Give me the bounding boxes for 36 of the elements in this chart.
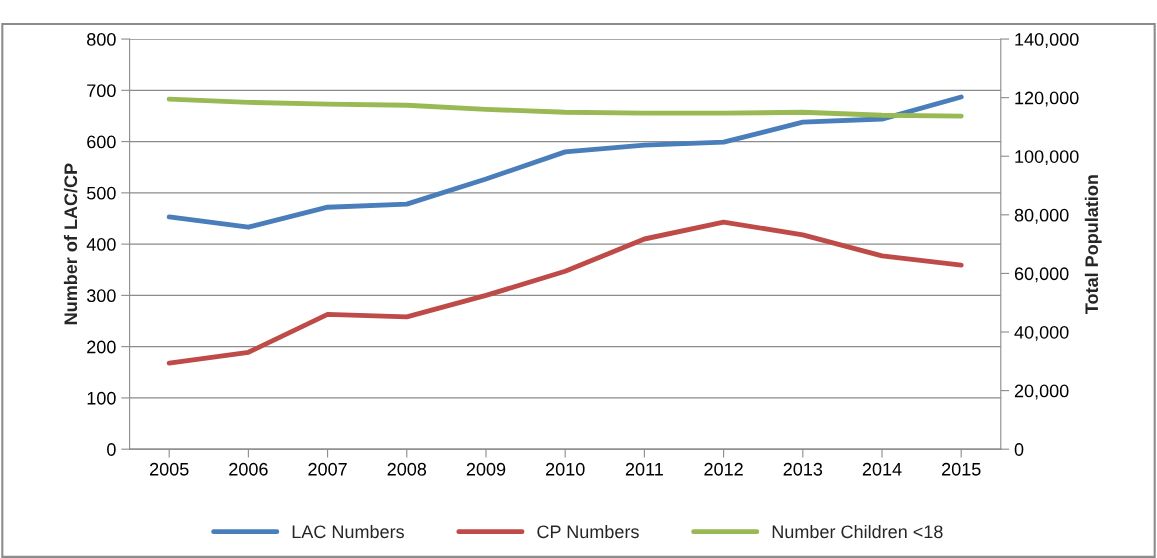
x-tick-label: 2005: [150, 462, 189, 476]
y-tick-label: 100: [87, 391, 116, 405]
x-tick-label: 2008: [387, 462, 427, 476]
x-tick-label: 2014: [862, 462, 902, 476]
line-series: [166, 219, 964, 366]
y-tick-label: 400: [86, 238, 116, 251]
x-tick-label: 2009: [466, 462, 506, 476]
y-tick-label: 200: [87, 340, 116, 354]
y2-tick-label: 60,000: [1014, 267, 1069, 283]
y2-tick-label: 80,000: [1014, 208, 1069, 224]
x-tick-label: 2013: [783, 462, 823, 476]
x-tick-label: 2006: [229, 462, 268, 476]
line-series: [166, 94, 964, 230]
y-tick-label: 0: [107, 443, 116, 456]
y-tick-label: 300: [86, 289, 116, 303]
legend-label: Number Children <18: [772, 524, 943, 539]
y2-tick-label: 40,000: [1014, 325, 1069, 341]
line-series: [166, 96, 964, 119]
x-tick-label: 2010: [546, 462, 585, 476]
y2-tick-label: 20,000: [1014, 384, 1069, 400]
y2-tick-label: 140,000: [1015, 32, 1079, 48]
y2-tick-label: 0: [1014, 443, 1024, 456]
x-tick-label: 2015: [942, 462, 981, 476]
y-tick-label: 800: [87, 32, 116, 46]
x-tick-label: 2011: [625, 462, 663, 476]
y-tick-label: 600: [87, 135, 116, 149]
y-tick-label: 500: [86, 186, 116, 200]
legend-label: LAC Numbers: [292, 524, 404, 539]
y-axis-title: Number of LAC/CP: [63, 163, 78, 325]
y2-axis-title: Total Population: [1084, 175, 1102, 314]
x-tick-label: 2012: [704, 462, 743, 476]
legend-label: CP Numbers: [537, 524, 639, 539]
y-tick-label: 700: [87, 84, 116, 98]
y2-tick-label: 120,000: [1015, 91, 1079, 107]
y2-tick-label: 100,000: [1015, 150, 1079, 166]
x-tick-label: 2007: [308, 462, 347, 476]
